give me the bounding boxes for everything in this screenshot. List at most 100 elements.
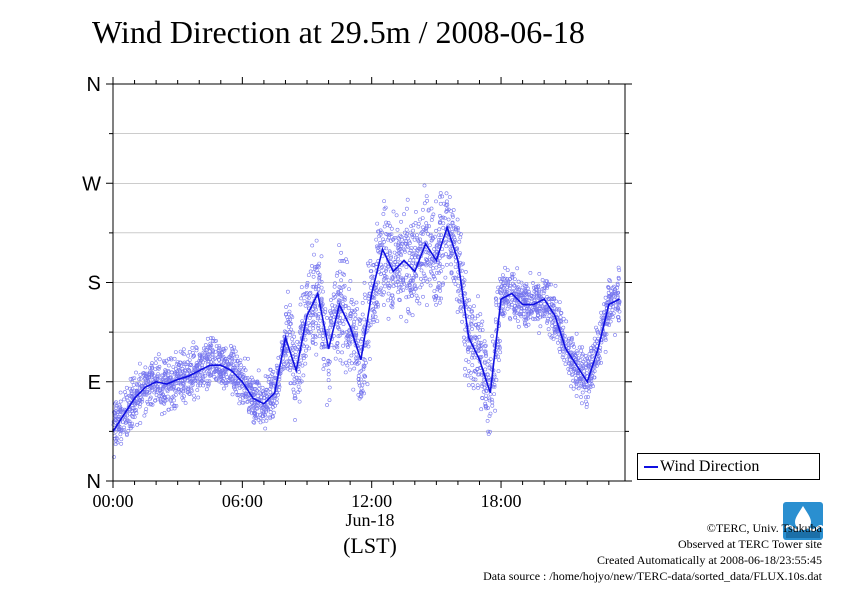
data-point [346, 334, 351, 339]
x-tick-labels: 00:00 06:00 12:00 18:00 [92, 491, 521, 511]
data-point [206, 345, 211, 350]
data-point [361, 356, 366, 361]
data-point [149, 370, 154, 375]
data-point [511, 289, 516, 294]
data-point [363, 374, 368, 379]
data-point [143, 410, 148, 415]
data-point [247, 382, 252, 387]
data-point [526, 311, 530, 316]
data-point [438, 191, 443, 195]
data-point [326, 328, 331, 333]
data-point [379, 266, 384, 271]
data-point [375, 246, 380, 251]
data-point [217, 344, 222, 349]
data-point [455, 310, 460, 314]
data-point [132, 376, 137, 381]
data-point [496, 342, 501, 347]
data-point [220, 370, 225, 375]
data-point [546, 327, 551, 332]
data-point [505, 268, 510, 273]
data-point [399, 314, 403, 319]
data-point [165, 394, 170, 399]
data-point [286, 359, 291, 364]
data-point [207, 359, 212, 364]
data-point [466, 307, 471, 312]
data-point [323, 310, 328, 315]
data-point [606, 285, 611, 290]
data-point [300, 319, 305, 324]
data-point [340, 361, 345, 366]
data-point [440, 264, 445, 269]
data-point [288, 359, 293, 364]
data-point [402, 236, 407, 241]
data-point [262, 402, 266, 407]
data-point [404, 241, 409, 246]
data-point [596, 329, 600, 334]
data-point [263, 426, 268, 431]
data-point [228, 376, 232, 381]
data-point [155, 366, 160, 370]
data-point [354, 358, 359, 363]
data-point [513, 315, 518, 320]
data-point [302, 299, 307, 304]
data-point [357, 396, 362, 401]
data-point [389, 303, 394, 308]
data-point [292, 396, 297, 401]
data-point [288, 365, 293, 370]
data-point [458, 251, 462, 256]
data-point [404, 206, 409, 211]
data-point [353, 312, 358, 317]
data-point [441, 225, 446, 230]
data-point [264, 387, 269, 392]
data-point [409, 255, 414, 260]
data-point [339, 331, 344, 336]
data-point [256, 417, 261, 422]
data-point [166, 375, 171, 380]
data-point [389, 232, 394, 237]
data-point [207, 370, 211, 375]
data-point [311, 322, 316, 327]
data-point [145, 378, 150, 383]
data-point [196, 383, 200, 388]
data-point [522, 283, 527, 288]
data-point [463, 269, 468, 274]
data-point [257, 387, 261, 391]
data-point [397, 248, 402, 252]
data-point [457, 299, 462, 304]
data-point [412, 283, 417, 288]
data-point [615, 315, 620, 320]
data-point [500, 284, 505, 288]
data-point [574, 371, 578, 376]
data-point [157, 393, 162, 398]
data-point [479, 354, 484, 359]
data-point [510, 302, 514, 307]
data-point [537, 289, 542, 294]
data-point [247, 395, 252, 400]
series-line-layer [112, 224, 620, 432]
data-point [422, 201, 427, 206]
data-point [424, 224, 429, 229]
data-point [585, 402, 589, 407]
data-point [153, 398, 158, 403]
data-point [603, 338, 608, 342]
data-point [219, 376, 224, 381]
data-point [492, 383, 497, 387]
data-point [483, 401, 488, 406]
x-tick-label: 18:00 [481, 491, 522, 511]
data-point [273, 394, 278, 399]
data-point [235, 358, 240, 363]
data-point [462, 339, 467, 344]
data-point [479, 343, 484, 348]
data-point [475, 324, 480, 329]
data-point [194, 345, 198, 350]
data-point [262, 410, 266, 414]
data-point [532, 293, 537, 298]
data-point [506, 283, 511, 288]
data-point [615, 281, 620, 286]
data-point [198, 380, 203, 385]
data-point [512, 283, 516, 288]
data-point [478, 328, 483, 333]
data-point [269, 383, 274, 388]
data-point [484, 354, 488, 358]
data-point [322, 344, 327, 349]
